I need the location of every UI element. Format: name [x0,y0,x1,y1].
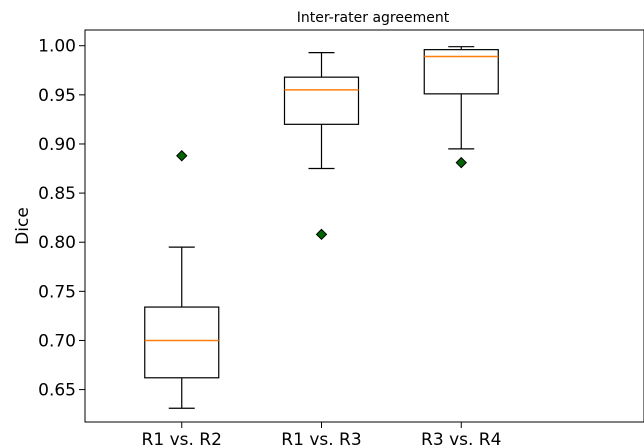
y-tick-label: 0.85 [38,184,76,204]
y-axis-label: Dice [13,207,33,245]
box [283,76,360,125]
chart-marks: 0.65 0.70 0.75 0.80 0.85 0.90 0.95 1.00 R1 vs. R… [38,37,501,448]
x-tick-label: R1 vs. R3 [281,430,361,448]
y-tick-label: 0.65 [38,381,76,401]
outlier-marker [315,228,328,241]
outlier-marker [455,156,467,169]
chart-title: Inter-rater agreement [297,10,450,26]
y-tick-label: 0.80 [38,233,76,253]
y-tick-label: 0.75 [38,282,76,302]
x-tick-label: R3 vs. R4 [421,430,501,448]
y-tick-label: 0.90 [38,135,76,155]
box [144,306,220,379]
plot-area [84,29,644,423]
y-tick-label: 0.95 [38,86,76,106]
x-tick-label: R1 vs. R2 [142,430,222,448]
outlier-marker [176,150,188,162]
y-tick-label: 0.70 [38,331,76,351]
y-tick-label: 1.00 [38,37,76,57]
